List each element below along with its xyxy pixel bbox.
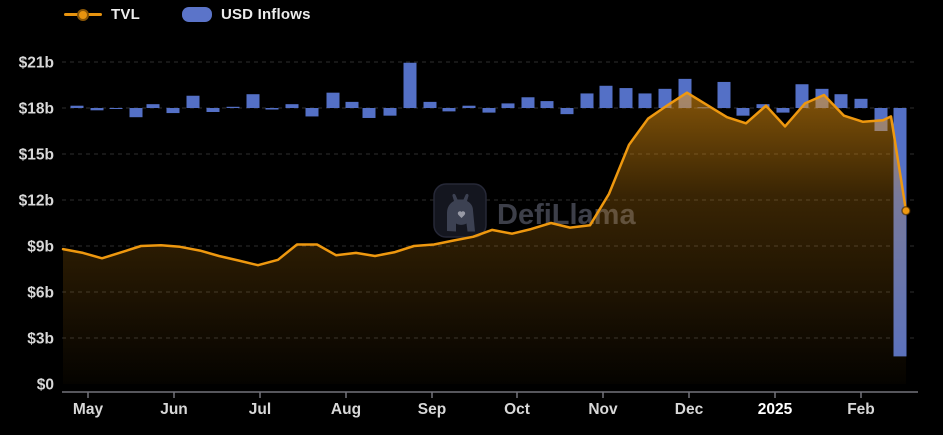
usd-inflows-bar[interactable] [305,108,319,117]
usd-inflows-bar[interactable] [166,108,180,114]
y-axis-label: $0 [37,377,54,394]
legend-item-usd-inflows[interactable]: USD Inflows [181,6,311,23]
usd-inflows-bar[interactable] [109,108,123,110]
tvl-line[interactable] [61,91,908,267]
usd-inflows-bar[interactable] [619,88,633,109]
usd-inflows-bar[interactable] [186,95,200,109]
x-axis-label: Sep [418,401,446,418]
usd-inflows-bar[interactable] [383,108,397,116]
x-axis-label: May [73,401,104,418]
x-axis-label: Jun [160,401,188,418]
usd-inflows-bar[interactable] [501,103,515,109]
x-axis-label: Jul [249,401,271,418]
usd-inflows-bar[interactable] [540,101,554,109]
y-axis-label: $12b [19,193,54,210]
y-axis-label: $15b [19,147,54,164]
tvl-dot-marker-icon [77,8,89,21]
usd-inflows-bar[interactable] [580,93,594,109]
y-axis-label: $3b [27,331,54,348]
y-axis-label: $6b [27,285,54,302]
y-axis-label: $21b [19,55,54,72]
legend-item-tvl[interactable]: TVL [64,6,140,23]
x-axis-label: Nov [588,401,618,418]
usd-inflows-bar[interactable] [776,108,790,113]
x-axis-label: Feb [847,401,875,418]
usd-inflows-bar[interactable] [736,108,750,116]
usd-inflows-swatch-icon [181,7,212,22]
legend: TVL USD Inflows [64,6,311,23]
usd-inflows-bar[interactable] [362,108,376,118]
usd-inflows-bar[interactable] [70,105,84,109]
usd-inflows-bar[interactable] [521,97,535,109]
usd-inflows-bar[interactable] [756,104,770,109]
usd-inflows-bar[interactable] [403,62,417,109]
usd-inflows-bar[interactable] [560,108,574,115]
usd-inflows-bar[interactable] [599,85,613,109]
usd-inflows-bar[interactable] [206,108,220,112]
x-axis-label: Aug [331,401,361,418]
tvl-line-marker-icon [64,8,102,21]
y-axis-label: $18b [19,101,54,118]
usd-inflows-bar[interactable] [285,104,299,109]
usd-inflows-bar[interactable] [423,101,437,109]
usd-inflows-bar[interactable] [854,98,868,109]
y-axis-label: $9b [27,239,54,256]
usd-inflows-bar[interactable] [462,105,476,109]
usd-inflows-bar[interactable] [482,108,496,113]
legend-label-tvl: TVL [111,6,140,23]
usd-inflows-bar[interactable] [326,92,340,109]
usd-inflows-bar[interactable] [834,94,848,109]
legend-label-usd-inflows: USD Inflows [220,6,311,23]
usd-inflows-bar[interactable] [345,101,359,109]
usd-inflows-bar[interactable] [246,94,260,109]
usd-inflows-bar[interactable] [638,93,652,109]
x-axis-label: Dec [675,401,704,418]
usd-inflows-bar[interactable] [226,106,240,109]
usd-inflows-bar[interactable] [442,108,456,112]
llama-heart-icon [457,211,466,218]
usd-inflows-bar[interactable] [129,108,143,118]
usd-inflows-bar[interactable] [717,81,731,109]
tvl-endpoint-dot [901,205,911,216]
tvl-area [63,92,906,384]
usd-inflows-bar[interactable] [146,104,160,109]
x-axis-label: Oct [504,401,530,418]
x-axis-label: 2025 [758,401,793,418]
usd-inflows-bar[interactable] [265,108,279,110]
usd-inflows-bar[interactable] [90,108,104,111]
usd-inflows-bar[interactable] [658,88,672,109]
